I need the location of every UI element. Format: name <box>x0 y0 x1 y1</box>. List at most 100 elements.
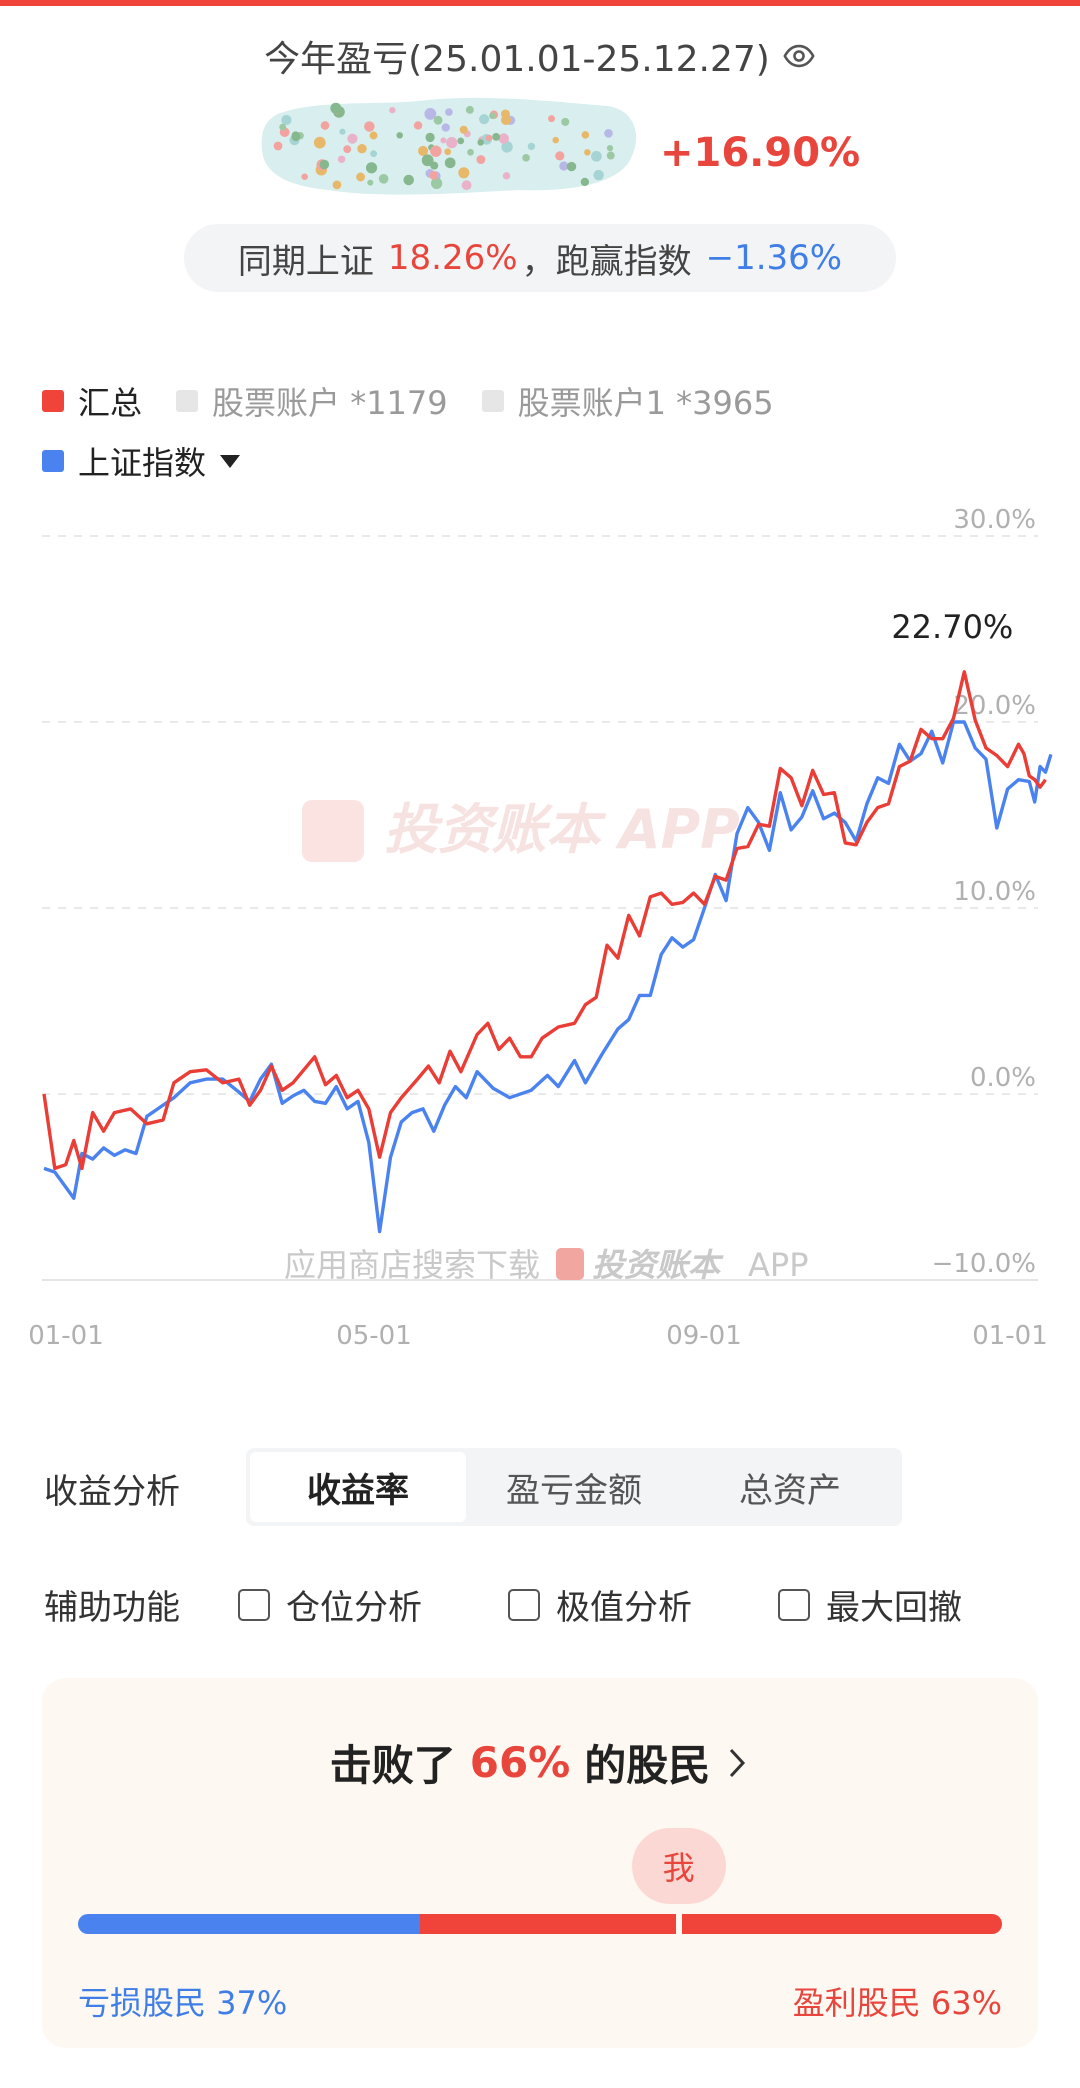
index-return: 18.26% <box>387 238 518 278</box>
mask-dot <box>445 108 453 116</box>
y-tick-label: 30.0% <box>953 505 1036 535</box>
mask-dot <box>522 154 530 162</box>
mask-dot <box>347 133 358 144</box>
mask-dot <box>559 161 569 171</box>
aux-row: 辅助功能 <box>44 1580 180 1629</box>
mask-dot <box>378 174 389 184</box>
legend-item-account-3965[interactable]: 股票账户1 *3965 <box>481 378 774 424</box>
mask-dot <box>389 106 396 114</box>
rank-title[interactable]: 击败了 66% 的股民 <box>42 1732 1038 1793</box>
eye-icon[interactable] <box>782 39 816 73</box>
mask-dot <box>343 145 352 154</box>
mask-dot <box>527 142 536 151</box>
mask-dot <box>339 128 346 135</box>
checkbox-box[interactable] <box>508 1588 540 1621</box>
footer-text: 应用商店搜索下载 <box>284 1246 540 1284</box>
mask-dot <box>548 115 556 123</box>
mask-dot <box>418 145 429 156</box>
mask-dot <box>593 169 604 181</box>
mask-dot <box>279 123 287 131</box>
index-comparison: 同期上证 18.26% ，跑赢指数 −1.36% <box>184 224 896 292</box>
mask-dot <box>421 154 434 167</box>
footer-brand: 投资账本 <box>592 1246 724 1284</box>
mask-dot <box>444 148 452 156</box>
mask-dot <box>467 148 474 156</box>
legend-item-account-1179[interactable]: 股票账户 *1179 <box>176 378 448 424</box>
tab-return-rate[interactable]: 收益率 <box>250 1452 466 1522</box>
y-tick-label: 20.0% <box>953 691 1036 721</box>
mask-dot <box>604 129 613 138</box>
chevron-right-icon <box>730 1748 746 1777</box>
checkbox-extreme-analysis[interactable]: 极值分析 <box>508 1580 692 1629</box>
mask-dot <box>357 144 367 154</box>
mask-dot <box>458 167 470 179</box>
legend-index-row: 上证指数 <box>42 438 274 484</box>
mask-dot <box>281 114 292 126</box>
footer-suffix: APP <box>748 1246 808 1284</box>
mask-dot <box>396 132 403 139</box>
analysis-label: 收益分析 <box>44 1472 180 1512</box>
mask-dot <box>500 114 511 126</box>
masked-amount-area <box>0 90 1080 200</box>
checkbox-box[interactable] <box>778 1588 810 1621</box>
legend-item-summary[interactable]: 汇总 <box>42 378 142 424</box>
mask-dot <box>337 155 346 163</box>
x-tick-label: 01-01 <box>28 1321 104 1351</box>
series-line-summary <box>42 670 1047 1171</box>
mask-dot <box>320 121 330 130</box>
mask-dot <box>332 180 342 190</box>
mask-dot <box>413 121 423 130</box>
mask-dot <box>367 179 374 186</box>
index-selector[interactable]: 上证指数 <box>42 438 241 484</box>
rank-suffix: 的股民 <box>584 1741 711 1790</box>
rank-pct: 66% <box>469 1738 571 1787</box>
me-bubble: 我 <box>631 1828 726 1904</box>
mask-dot <box>356 172 365 182</box>
privacy-mask <box>261 97 637 195</box>
y-tick-label: 10.0% <box>953 877 1036 907</box>
mask-dot <box>370 150 378 158</box>
tab-profit-amount[interactable]: 盈亏金额 <box>506 1470 642 1511</box>
legend-swatch <box>42 450 64 472</box>
checkbox-position-analysis[interactable]: 仓位分析 <box>238 1580 422 1629</box>
mask-dot <box>430 145 442 157</box>
aux-label: 辅助功能 <box>44 1588 180 1628</box>
checkbox-box[interactable] <box>238 1588 270 1621</box>
mask-dot <box>461 180 472 191</box>
mask-dot <box>476 155 486 165</box>
rank-card[interactable]: 击败了 66% 的股民 我 亏损股民 37% 盈利股民 63% <box>42 1678 1038 2048</box>
legend-label: 汇总 <box>78 384 143 422</box>
mask-dot <box>365 162 378 174</box>
mask-dot <box>566 161 577 172</box>
checkbox-max-drawdown[interactable]: 最大回撤 <box>778 1580 962 1629</box>
rank-prefix: 击败了 <box>329 1741 456 1790</box>
mask-dot <box>446 136 458 149</box>
mask-dot <box>364 121 375 132</box>
legend-label: 上证指数 <box>78 444 207 482</box>
mask-dot <box>457 137 465 145</box>
peak-label: 22.70% <box>891 608 1013 646</box>
legend-label: 股票账户1 *3965 <box>517 384 774 422</box>
loss-segment <box>78 1914 420 1934</box>
compare-middle: ，跑赢指数 <box>521 241 692 282</box>
mask-dot <box>403 174 414 186</box>
legend-swatch <box>42 390 64 412</box>
mask-dot <box>319 159 330 170</box>
mask-dot <box>479 114 490 125</box>
period-title: 今年盈亏(25.01.01-25.12.27) <box>0 30 1080 82</box>
legend-label: 股票账户 *1179 <box>212 384 448 422</box>
chart-watermark: 投资账本 APP <box>302 798 740 862</box>
mask-dot <box>441 123 450 132</box>
analysis-segmented-control: 收益率 盈亏金额 总资产 <box>246 1448 902 1526</box>
mask-dot <box>330 102 342 114</box>
return-chart[interactable]: 30.0% 20.0% 10.0% 0.0% −10.0% 投资账本 APP 22.70… <box>0 500 1080 1380</box>
mask-dot <box>425 132 435 143</box>
mask-dot <box>459 125 468 134</box>
top-accent-bar <box>0 0 1080 6</box>
mask-dot <box>581 131 590 139</box>
mask-dot <box>369 131 378 140</box>
tab-total-assets[interactable]: 总资产 <box>739 1470 841 1511</box>
mask-dot <box>444 157 456 169</box>
y-tick-label: 0.0% <box>970 1063 1036 1093</box>
legend-swatch <box>176 390 199 412</box>
